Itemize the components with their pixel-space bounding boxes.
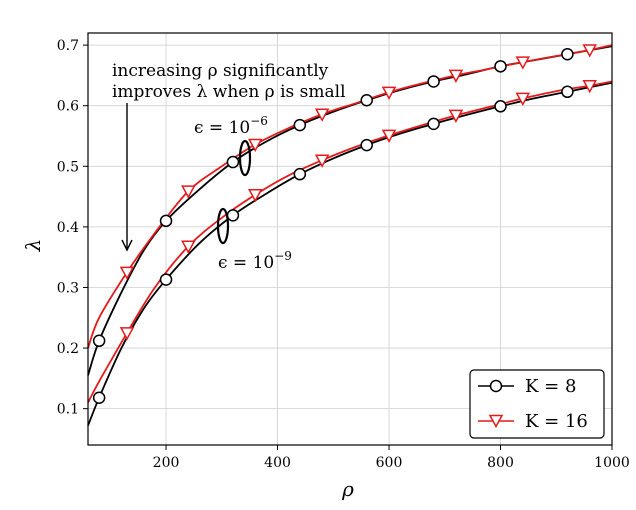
x-tick-label-800: 800	[487, 455, 514, 471]
epsilon-1e-6-exponent: −6	[250, 114, 268, 128]
epsilon-1e-9-base: ϵ = 10	[218, 253, 274, 273]
series-0-marker-5	[427, 75, 440, 88]
x-tick-label-400: 400	[264, 455, 291, 471]
series-0-marker-0	[92, 334, 106, 348]
legend-marker-k16	[488, 414, 504, 429]
series-3-marker-4	[381, 129, 397, 143]
y-tick-label-0.2: 0.2	[57, 341, 79, 357]
series-2-marker-0	[92, 391, 106, 404]
epsilon-1e-9-exponent: −9	[274, 249, 292, 263]
series-3-marker-2	[247, 189, 263, 203]
series-3-marker-5	[448, 109, 464, 123]
series-lines	[87, 44, 613, 426]
x-tick-label-200: 200	[153, 455, 180, 471]
series-0-marker-1	[159, 214, 173, 228]
series-1-marker-2	[247, 138, 263, 153]
series-1-marker-6	[515, 56, 531, 70]
annotation-line-2: improves λ when ρ is small	[112, 82, 346, 102]
legend-label-k16: K = 16	[525, 411, 588, 432]
series-3-marker-7	[582, 79, 597, 94]
y-tick-label-0.4: 0.4	[57, 220, 79, 236]
y-tick-label-0.1: 0.1	[57, 402, 79, 418]
x-axis-label: ρ	[341, 477, 354, 501]
series-0-marker-7	[561, 47, 574, 61]
plot-frame	[87, 32, 613, 446]
epsilon-1e-9-label: ϵ = 10−9	[218, 249, 292, 273]
axis-ticks: 200 400 600 800 1000 0.1 0.2 0.3 0.4 0.5 0.6 0.7	[57, 38, 630, 471]
series-1-marker-7	[582, 44, 597, 58]
series-3-marker-6	[515, 92, 531, 107]
series-2-marker-5	[427, 117, 440, 131]
series-2-marker-1	[159, 273, 173, 286]
series-2-marker-7	[561, 85, 574, 99]
epsilon-1e-6-base: ϵ = 10	[194, 118, 250, 138]
y-tick-label-0.6: 0.6	[57, 99, 79, 115]
series-2-marker-4	[360, 138, 373, 152]
series-markers	[92, 44, 597, 404]
series-3-marker-0	[119, 327, 135, 341]
series-0-marker-2	[226, 155, 240, 169]
series-3-marker-3	[314, 154, 330, 168]
epsilon-1e-6-label: ϵ = 10−6	[194, 114, 268, 138]
series-1-marker-5	[448, 69, 464, 83]
series-2-marker-6	[494, 100, 507, 113]
annotation-line-1: increasing ρ significantly	[112, 61, 329, 81]
x-tick-label-600: 600	[376, 455, 403, 471]
series-line-3	[87, 80, 613, 404]
annotation-arrow-head	[121, 239, 133, 252]
y-tick-label-0.5: 0.5	[57, 159, 79, 175]
legend-marker-k8	[489, 379, 503, 393]
x-tick-label-1000: 1000	[594, 455, 630, 471]
legend: K = 8 K = 16	[469, 369, 605, 439]
series-1-marker-1	[181, 185, 196, 199]
y-tick-label-0.7: 0.7	[57, 38, 79, 54]
y-tick-label-0.3: 0.3	[57, 280, 79, 296]
series-1-marker-0	[119, 266, 135, 280]
series-1-marker-3	[314, 108, 330, 122]
epsilon-1e-9-ellipse	[216, 207, 230, 245]
series-0-marker-6	[494, 60, 507, 73]
series-2-marker-2	[226, 209, 240, 222]
series-0-marker-4	[360, 94, 373, 107]
series-3-marker-1	[181, 240, 196, 254]
series-2-marker-3	[293, 167, 307, 181]
legend-label-k8: K = 8	[525, 376, 576, 397]
series-0-marker-3	[293, 118, 307, 132]
y-axis-label: λ	[21, 239, 45, 253]
series-1-marker-4	[381, 86, 397, 100]
epsilon-1e-6-ellipse	[238, 139, 252, 177]
